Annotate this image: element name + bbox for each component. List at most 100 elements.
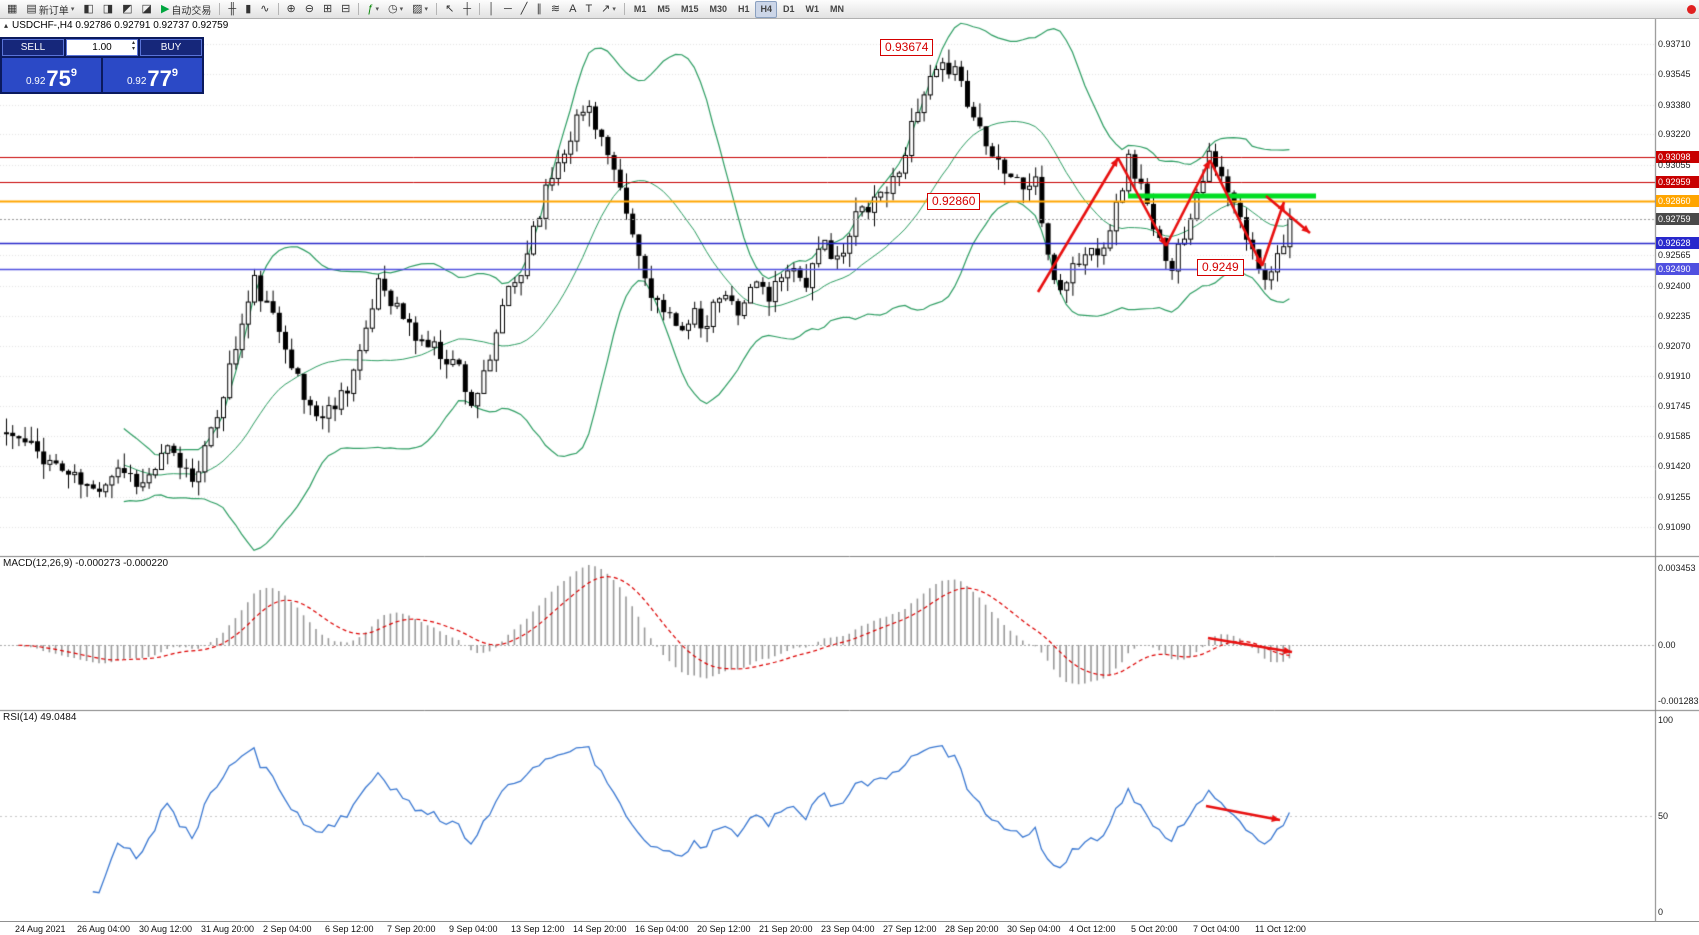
timeframe-m1-button[interactable]: M1 xyxy=(633,4,647,14)
toolbar-separator xyxy=(623,3,625,15)
spinner-down-icon[interactable]: ▾ xyxy=(131,46,135,52)
volume-input[interactable]: 1.00 ▴ ▾ xyxy=(66,39,138,56)
one-click-trading-panel: SELL 1.00 ▴ ▾ BUY 0.92 75 9 0.92 77 9 xyxy=(0,37,204,94)
price-axis-label: 0.93545 xyxy=(1658,69,1691,79)
navigator-icon: ◩ xyxy=(122,2,133,15)
indicators-button[interactable]: ƒ ▾ xyxy=(363,1,383,18)
price-axis-label: 0.92490 xyxy=(1656,263,1699,275)
volume-value: 1.00 xyxy=(92,42,112,53)
sell-price-display[interactable]: 0.92 75 9 xyxy=(2,58,101,92)
vertical-line-button[interactable]: │ xyxy=(484,1,499,18)
candlestick-chart-icon: ▮ xyxy=(245,2,252,15)
caret-down-icon: ▾ xyxy=(70,6,75,13)
timeframe-m15-button[interactable]: M15 xyxy=(680,4,699,14)
timeframe-h4-button[interactable]: H4 xyxy=(755,0,777,18)
periods-button[interactable]: ◷ ▾ xyxy=(384,1,407,18)
price-axis-label: 0.91745 xyxy=(1658,401,1691,411)
caret-down-icon: ▾ xyxy=(399,6,404,13)
time-axis-label: 20 Sep 12:00 xyxy=(697,924,751,934)
new-chart-button[interactable]: ▦ xyxy=(3,1,21,18)
price-label-peak[interactable]: 0.93674 xyxy=(880,39,934,56)
timeframe-m5-button[interactable]: M5 xyxy=(657,4,670,14)
templates-icon: ▨ xyxy=(412,2,423,15)
horizontal-line-icon: ─ xyxy=(503,2,512,15)
price-axis-label: 0.92759 xyxy=(1656,213,1699,225)
buy-price-prefix: 0.92 xyxy=(126,76,147,87)
candlestick-chart-button[interactable]: ▮ xyxy=(241,1,255,18)
arrow-objects-button[interactable]: ↗ ▾ xyxy=(597,1,620,18)
equidistant-channel-button[interactable]: ∥ xyxy=(532,1,546,18)
caret-down-icon: ▾ xyxy=(612,6,616,13)
buy-price-display[interactable]: 0.92 77 9 xyxy=(103,58,202,92)
crosshair-button[interactable]: ┼ xyxy=(459,1,475,18)
terminal-button[interactable]: ◪ xyxy=(138,1,156,18)
templates-button[interactable]: ▨ ▾ xyxy=(408,1,432,18)
time-axis-label: 23 Sep 04:00 xyxy=(821,924,875,934)
market-watch-button[interactable]: ◧ xyxy=(79,1,97,18)
market-watch-icon: ◧ xyxy=(83,2,94,15)
line-chart-button[interactable]: ∿ xyxy=(256,1,273,18)
text-label-icon: T xyxy=(585,2,593,15)
price-axis-label: 100 xyxy=(1658,715,1674,725)
cursor-button[interactable]: ↖ xyxy=(441,1,458,18)
price-axis-label: 0.92235 xyxy=(1658,311,1691,321)
price-axis-label: 0.92959 xyxy=(1656,176,1699,188)
toolbar-separator xyxy=(358,3,360,15)
fibonacci-retracement-icon: ≋ xyxy=(550,2,561,15)
zoom-in-button[interactable]: ⊕ xyxy=(283,1,300,18)
trendline-button[interactable]: ╱ xyxy=(517,1,532,18)
price-axis-label: 0.91910 xyxy=(1658,371,1691,381)
time-axis-label: 24 Aug 2021 xyxy=(15,924,66,934)
price-axis-label: 0.003453 xyxy=(1658,563,1696,573)
timeframe-d1-button[interactable]: D1 xyxy=(783,4,795,14)
time-axis-label: 28 Sep 20:00 xyxy=(945,924,999,934)
text-label-button[interactable]: T xyxy=(581,1,596,18)
navigator-button[interactable]: ◩ xyxy=(118,1,136,18)
rsi-indicator-label: RSI(14) 49.0484 xyxy=(3,712,77,723)
data-window-button[interactable]: ◨ xyxy=(99,1,117,18)
time-axis-label: 6 Sep 12:00 xyxy=(325,924,374,934)
price-axis-label: 0.91255 xyxy=(1658,492,1691,502)
timeframe-mn-button[interactable]: MN xyxy=(830,4,845,14)
time-axis-label: 26 Aug 04:00 xyxy=(77,924,131,934)
vertical-line-icon: │ xyxy=(488,2,495,15)
price-axis-label: 0.92565 xyxy=(1658,250,1691,260)
time-axis-label: 14 Sep 20:00 xyxy=(573,924,627,934)
new-order-button[interactable]: ▤ 新订单 ▾ xyxy=(22,1,78,18)
horizontal-line-button[interactable]: ─ xyxy=(500,1,516,18)
timeframe-h1-button[interactable]: H1 xyxy=(737,4,750,14)
zoom-out-button[interactable]: ⊖ xyxy=(301,1,318,18)
price-axis-label: 0.93055 xyxy=(1658,160,1691,170)
price-label-mid[interactable]: 0.92860 xyxy=(927,193,981,210)
price-axis[interactable]: 0.93710 0.93545 0.93380 0.93220 0.93098 0.930… xyxy=(1656,0,1699,935)
cascade-windows-button[interactable]: ⊟ xyxy=(337,1,354,18)
buy-button[interactable]: BUY xyxy=(140,39,202,56)
bar-chart-button[interactable]: ╫ xyxy=(224,1,240,18)
fibonacci-retracement-button[interactable]: ≋ xyxy=(547,1,564,18)
price-axis-label: 0.93098 xyxy=(1656,151,1699,163)
time-axis[interactable]: 24 Aug 2021 26 Aug 04:00 30 Aug 12:00 31 Au… xyxy=(0,921,1699,935)
auto-trading-button[interactable]: ▶ 自动交易 xyxy=(157,1,215,18)
text-icon: A xyxy=(569,2,577,15)
price-axis-label: 0.00 xyxy=(1658,640,1676,650)
cascade-windows-icon: ⊟ xyxy=(341,2,351,15)
toolbar-separator xyxy=(436,3,438,15)
collapse-icon[interactable]: ▴ xyxy=(4,21,9,30)
spinner-up-icon[interactable]: ▴ xyxy=(131,40,135,46)
text-button[interactable]: A xyxy=(565,1,580,18)
equidistant-channel-icon: ∥ xyxy=(536,2,542,15)
timeframe-m30-button[interactable]: M30 xyxy=(709,4,727,14)
sell-price-prefix: 0.92 xyxy=(25,76,46,87)
timeframe-w1-button[interactable]: W1 xyxy=(805,4,820,14)
tile-windows-button[interactable]: ⊞ xyxy=(319,1,336,18)
time-axis-label: 16 Sep 04:00 xyxy=(635,924,689,934)
volume-spinner[interactable]: ▴ ▾ xyxy=(132,40,135,52)
price-label-low[interactable]: 0.9249 xyxy=(1197,259,1244,276)
toolbar: ▦ ▤ 新订单 ▾ ◧ ◨ ◩ ◪ ▶ 自动交易 ╫ ▮ ∿ ⊕ ⊖ ⊞ ⊟ ƒ ▾ ◷ ▾ ▨ ▾ ↖ ┼ │ ─ ╱ ∥ ≋ A T ↗ ▾ M… xyxy=(0,0,1699,19)
time-axis-label: 11 Oct 12:00 xyxy=(1255,924,1306,934)
sell-button[interactable]: SELL xyxy=(2,39,64,56)
zoom-in-icon: ⊕ xyxy=(286,2,296,15)
time-axis-label: 30 Aug 12:00 xyxy=(139,924,193,934)
time-axis-label: 13 Sep 12:00 xyxy=(511,924,565,934)
